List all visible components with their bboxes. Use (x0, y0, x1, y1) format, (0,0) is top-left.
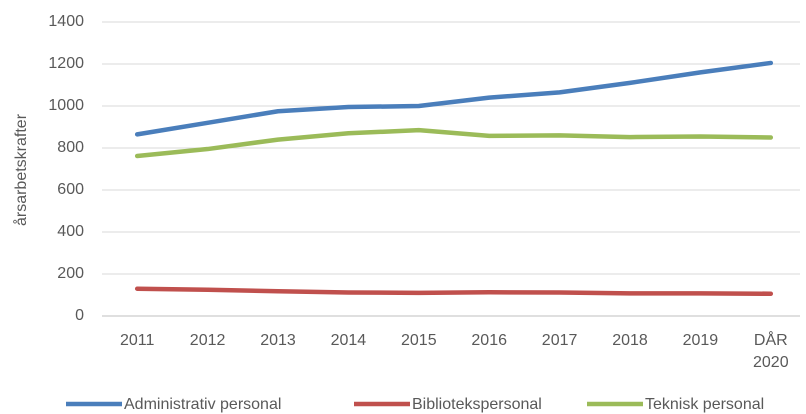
x-tick-label: 2012 (189, 332, 226, 349)
line-series (134, 286, 774, 296)
y-tick-label: 800 (57, 139, 84, 156)
line-series (134, 127, 774, 159)
x-tick-label: 2011 (119, 332, 155, 349)
legend-label: Administrativ personal (124, 396, 281, 413)
line-series (134, 60, 774, 137)
x-tick-label: 2013 (260, 332, 296, 349)
x-tick-label: 2019 (682, 332, 719, 349)
y-tick-label: 400 (57, 223, 84, 240)
y-tick-label: 600 (57, 181, 84, 198)
y-axis-label: årsarbetskrafter (12, 113, 30, 226)
x-tick-label: 2017 (541, 332, 578, 349)
x-tick-label: 2016 (471, 332, 507, 349)
x-tick-label: 2015 (401, 332, 437, 349)
y-tick-label: 0 (75, 307, 84, 324)
legend-label: Teknisk personal (645, 396, 764, 413)
legend-label: Bibliotekspersonal (412, 396, 542, 413)
x-tick-label: 2018 (612, 332, 648, 349)
y-tick-label: 1000 (48, 97, 84, 114)
x-tick-label: DÅR 2020 (753, 332, 789, 371)
y-tick-label: 1400 (48, 13, 84, 30)
y-tick-label: 200 (57, 265, 84, 282)
y-tick-label: 1200 (48, 55, 84, 72)
x-tick-label: 2014 (330, 332, 367, 349)
